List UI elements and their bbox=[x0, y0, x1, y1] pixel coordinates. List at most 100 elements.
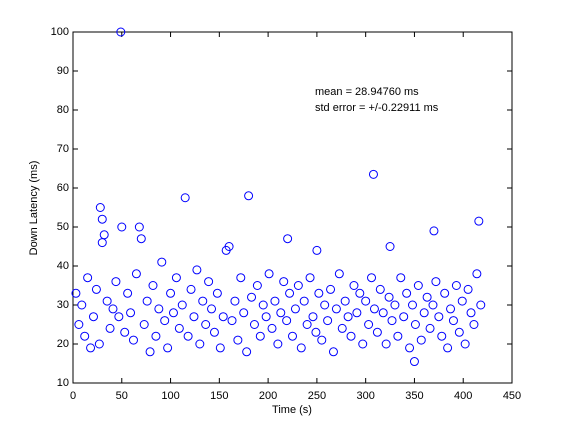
point bbox=[283, 234, 293, 244]
point bbox=[440, 288, 450, 298]
point bbox=[346, 331, 356, 341]
y-tick-label: 20 bbox=[57, 338, 69, 350]
point bbox=[105, 323, 115, 333]
point bbox=[111, 277, 121, 287]
point bbox=[94, 339, 104, 349]
point bbox=[293, 281, 303, 290]
point bbox=[148, 281, 158, 290]
point bbox=[407, 300, 417, 310]
y-tick-label: 50 bbox=[57, 221, 69, 233]
point bbox=[80, 331, 90, 341]
point bbox=[83, 273, 93, 283]
point bbox=[375, 284, 385, 294]
point bbox=[390, 300, 400, 310]
point bbox=[372, 327, 382, 337]
annotation: mean = 28.94760 ms bbox=[315, 86, 419, 98]
point bbox=[157, 257, 167, 267]
point bbox=[198, 296, 208, 306]
point bbox=[168, 308, 178, 318]
point bbox=[311, 327, 321, 337]
point bbox=[463, 284, 473, 294]
point bbox=[469, 320, 479, 329]
y-axis-label: Down Latency (ms) bbox=[28, 161, 40, 256]
point bbox=[317, 335, 327, 345]
point bbox=[160, 316, 170, 326]
point bbox=[466, 308, 476, 318]
point bbox=[428, 300, 438, 310]
point bbox=[207, 304, 217, 314]
point bbox=[267, 323, 277, 333]
point bbox=[189, 312, 199, 322]
x-tick-label: 450 bbox=[503, 390, 521, 402]
point bbox=[337, 323, 347, 333]
point bbox=[180, 193, 190, 203]
point bbox=[285, 288, 295, 298]
point bbox=[326, 284, 336, 294]
point bbox=[204, 277, 214, 287]
point bbox=[233, 335, 243, 345]
point bbox=[139, 320, 149, 329]
point bbox=[71, 288, 81, 298]
point bbox=[402, 288, 412, 298]
point bbox=[131, 269, 141, 279]
y-tick-label: 10 bbox=[57, 377, 69, 389]
point bbox=[166, 288, 176, 298]
point bbox=[446, 304, 456, 314]
point bbox=[349, 281, 359, 290]
point bbox=[296, 343, 306, 353]
point bbox=[120, 327, 130, 337]
point bbox=[474, 216, 484, 226]
point bbox=[154, 304, 164, 314]
point bbox=[385, 242, 395, 251]
point bbox=[186, 284, 196, 294]
point bbox=[91, 284, 101, 294]
point bbox=[343, 312, 353, 322]
point bbox=[443, 343, 453, 353]
point bbox=[151, 331, 161, 341]
x-tick-label: 300 bbox=[356, 390, 374, 402]
point bbox=[451, 281, 461, 290]
point bbox=[136, 234, 146, 244]
y-tick-label: 80 bbox=[57, 104, 69, 116]
point bbox=[364, 320, 374, 329]
point bbox=[305, 273, 315, 283]
point bbox=[215, 343, 225, 353]
point bbox=[249, 320, 259, 329]
point bbox=[323, 316, 333, 326]
point bbox=[230, 296, 240, 306]
point bbox=[288, 331, 297, 341]
x-tick-label: 50 bbox=[116, 390, 128, 402]
point bbox=[255, 331, 265, 341]
point bbox=[195, 339, 205, 349]
point bbox=[177, 300, 187, 310]
point bbox=[422, 292, 432, 302]
point bbox=[86, 343, 96, 353]
point bbox=[145, 347, 155, 357]
plot-box bbox=[72, 31, 513, 384]
point bbox=[142, 296, 152, 306]
point bbox=[236, 273, 246, 283]
point bbox=[88, 312, 98, 322]
point bbox=[128, 335, 138, 345]
point bbox=[261, 312, 271, 322]
point bbox=[99, 230, 109, 240]
point bbox=[340, 296, 350, 306]
point bbox=[396, 273, 406, 283]
point bbox=[97, 214, 107, 224]
point bbox=[117, 222, 127, 232]
point bbox=[393, 331, 403, 341]
point bbox=[368, 169, 378, 179]
point bbox=[416, 335, 426, 345]
point bbox=[425, 323, 435, 333]
point bbox=[108, 304, 118, 314]
point bbox=[367, 273, 377, 283]
point bbox=[123, 288, 133, 298]
point bbox=[163, 343, 173, 353]
x-tick-label: 350 bbox=[405, 390, 423, 402]
annotation: std error = +/-0.22911 ms bbox=[315, 102, 439, 114]
point bbox=[387, 316, 397, 326]
point bbox=[409, 357, 419, 367]
y-tick-label: 90 bbox=[57, 65, 69, 77]
point bbox=[457, 296, 467, 306]
